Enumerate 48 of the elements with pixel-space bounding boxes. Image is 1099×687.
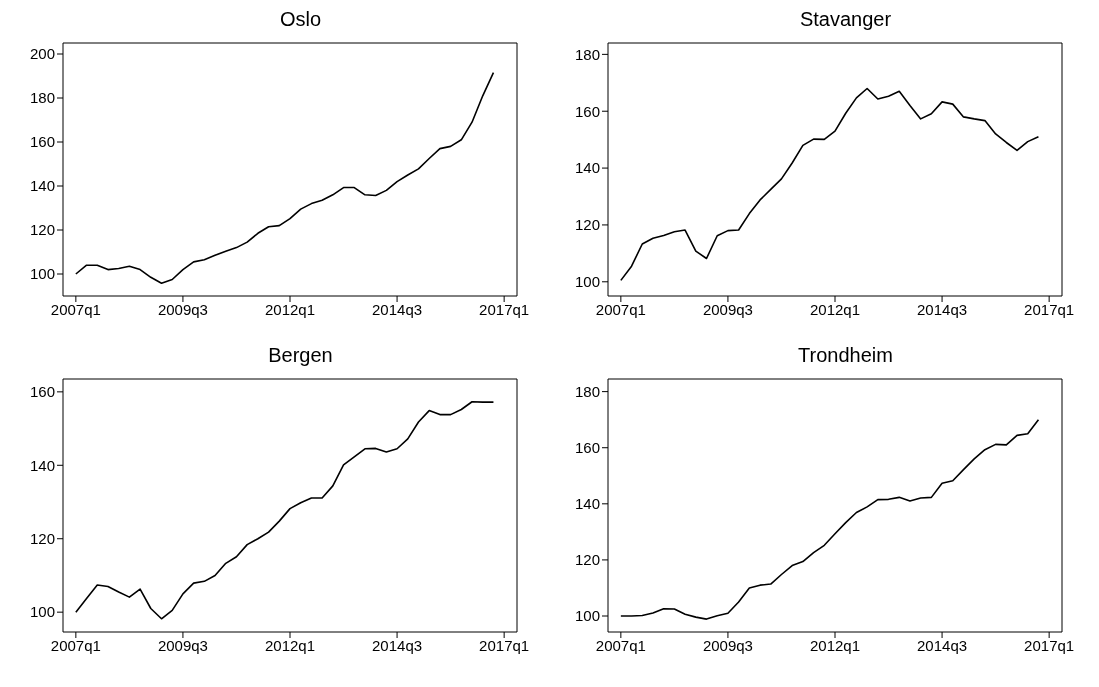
- x-tick-label: 2012q1: [809, 636, 861, 654]
- line-series: [620, 418, 1040, 620]
- y-tick-label: 160: [574, 102, 600, 120]
- x-tick-label: 2012q1: [809, 300, 861, 318]
- chart-title: Stavanger: [798, 8, 893, 32]
- y-tick-label: 100: [574, 607, 600, 625]
- x-tick-label: 2014q3: [372, 300, 423, 318]
- x-tick-label: 2017q1: [1024, 636, 1075, 654]
- x-tick-label: 2009q3: [157, 300, 208, 318]
- y-tick-label: 160: [29, 133, 55, 151]
- x-tick-label: 2017q1: [1024, 300, 1075, 318]
- y-tick-label: 180: [29, 89, 55, 107]
- line-series: [75, 71, 495, 285]
- y-tick-label: 180: [574, 382, 600, 400]
- y-tick-label: 120: [29, 530, 55, 548]
- x-tick-label: 2012q1: [264, 636, 316, 654]
- x-tick-label: 2009q3: [702, 636, 753, 654]
- y-tick-label: 120: [574, 551, 600, 569]
- y-tick-label: 120: [29, 221, 55, 239]
- line-series: [75, 400, 495, 620]
- y-tick-label: 180: [574, 45, 600, 63]
- chart-title: Trondheim: [797, 344, 894, 368]
- y-tick-label: 140: [574, 159, 600, 177]
- x-tick-label: 2007q1: [595, 636, 646, 654]
- chart-title: Bergen: [267, 344, 334, 368]
- y-tick-label: 140: [29, 456, 55, 474]
- y-tick-label: 160: [574, 439, 600, 457]
- y-tick-label: 100: [574, 273, 600, 291]
- y-tick-label: 160: [29, 383, 55, 401]
- x-tick-label: 2014q3: [917, 636, 968, 654]
- x-tick-label: 2009q3: [157, 636, 208, 654]
- x-tick-label: 2017q1: [479, 300, 530, 318]
- y-tick-label: 140: [29, 177, 55, 195]
- x-tick-label: 2009q3: [702, 300, 753, 318]
- line-series: [620, 87, 1040, 282]
- chart-title: Oslo: [278, 8, 323, 32]
- y-tick-label: 140: [574, 495, 600, 513]
- x-tick-label: 2007q1: [595, 300, 646, 318]
- x-tick-label: 2017q1: [479, 636, 530, 654]
- x-tick-label: 2014q3: [372, 636, 423, 654]
- x-tick-label: 2014q3: [917, 300, 968, 318]
- x-tick-label: 2007q1: [50, 300, 101, 318]
- y-tick-label: 120: [574, 216, 600, 234]
- x-tick-label: 2007q1: [50, 636, 101, 654]
- y-tick-label: 100: [29, 603, 55, 621]
- y-tick-label: 200: [29, 45, 55, 63]
- y-tick-label: 100: [29, 265, 55, 283]
- x-tick-label: 2012q1: [264, 300, 316, 318]
